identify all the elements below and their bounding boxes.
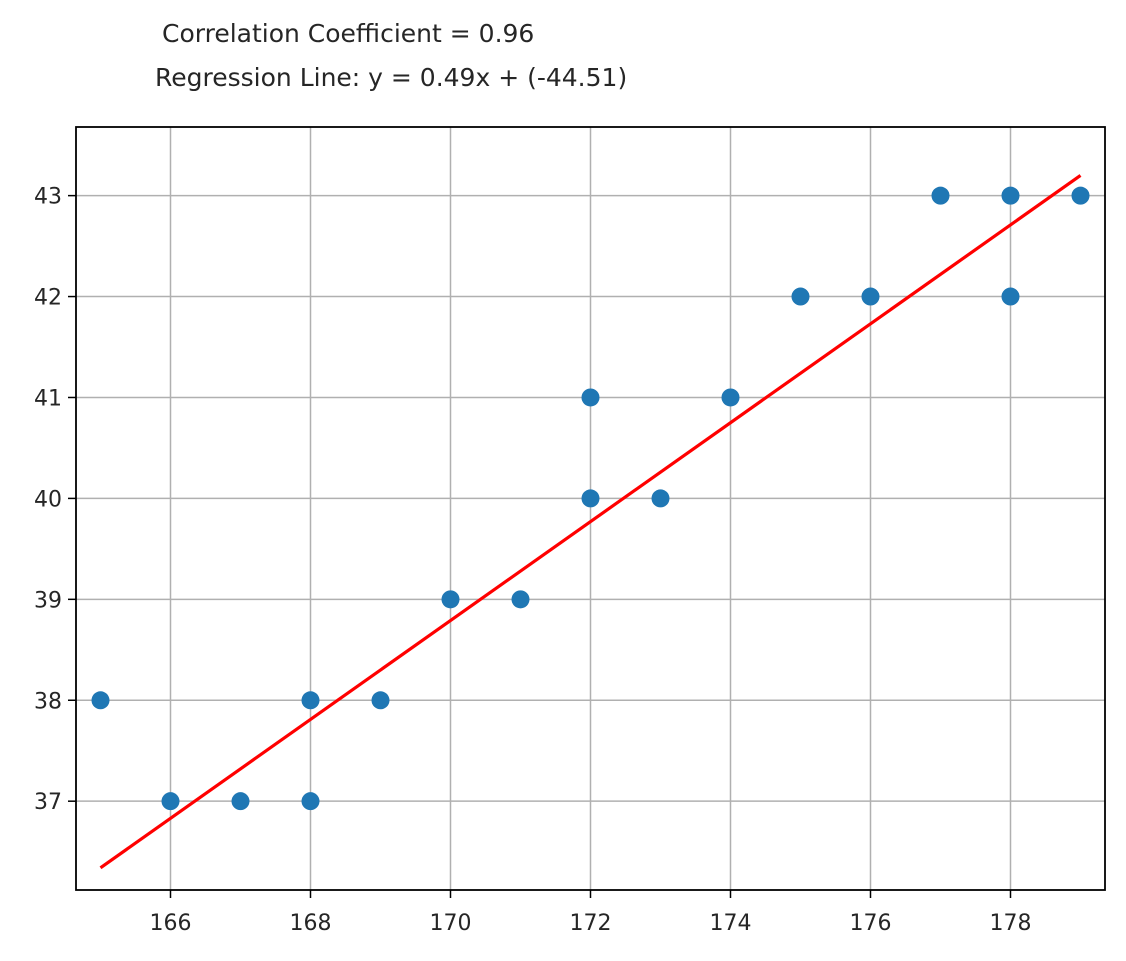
data-point — [301, 691, 320, 710]
data-point — [231, 792, 250, 811]
data-point — [581, 489, 600, 508]
plot-frame — [75, 126, 1106, 891]
data-point — [581, 388, 600, 407]
data-point — [1071, 186, 1090, 205]
regression-line — [99, 174, 1082, 870]
x-tick-label: 174 — [710, 911, 752, 936]
regression-annotation: Regression Line: y = 0.49x + (-44.51) — [155, 63, 627, 92]
x-tick-label: 170 — [430, 911, 472, 936]
y-tick-label: 38 — [34, 689, 62, 714]
x-tick-label: 166 — [150, 911, 192, 936]
data-point — [931, 186, 950, 205]
data-point — [441, 590, 460, 609]
y-tick-label: 37 — [34, 790, 62, 815]
data-point — [511, 590, 530, 609]
y-tick-label: 41 — [34, 386, 62, 411]
x-tick-label: 168 — [290, 911, 332, 936]
y-tick-label: 42 — [34, 286, 62, 311]
x-tick-label: 178 — [990, 911, 1032, 936]
data-point — [1001, 186, 1020, 205]
y-tick-label: 43 — [34, 185, 62, 210]
data-point — [161, 792, 180, 811]
y-tick-label: 40 — [34, 487, 62, 512]
data-point — [861, 287, 880, 306]
scatter-points — [91, 186, 1090, 811]
x-axis: 166 168 170 172 174 176 178 — [150, 890, 1032, 936]
data-point — [651, 489, 670, 508]
data-point — [91, 691, 110, 710]
x-tick-label: 172 — [570, 911, 612, 936]
data-point — [791, 287, 810, 306]
regression-line-group — [99, 174, 1082, 870]
y-tick-label: 39 — [34, 588, 62, 613]
data-point — [301, 792, 320, 811]
correlation-annotation: Correlation Coefficient = 0.96 — [162, 19, 534, 48]
data-point — [721, 388, 740, 407]
data-point — [1001, 287, 1020, 306]
y-axis: 37 38 39 40 41 42 43 — [34, 185, 76, 815]
data-point — [371, 691, 390, 710]
x-tick-label: 176 — [850, 911, 892, 936]
